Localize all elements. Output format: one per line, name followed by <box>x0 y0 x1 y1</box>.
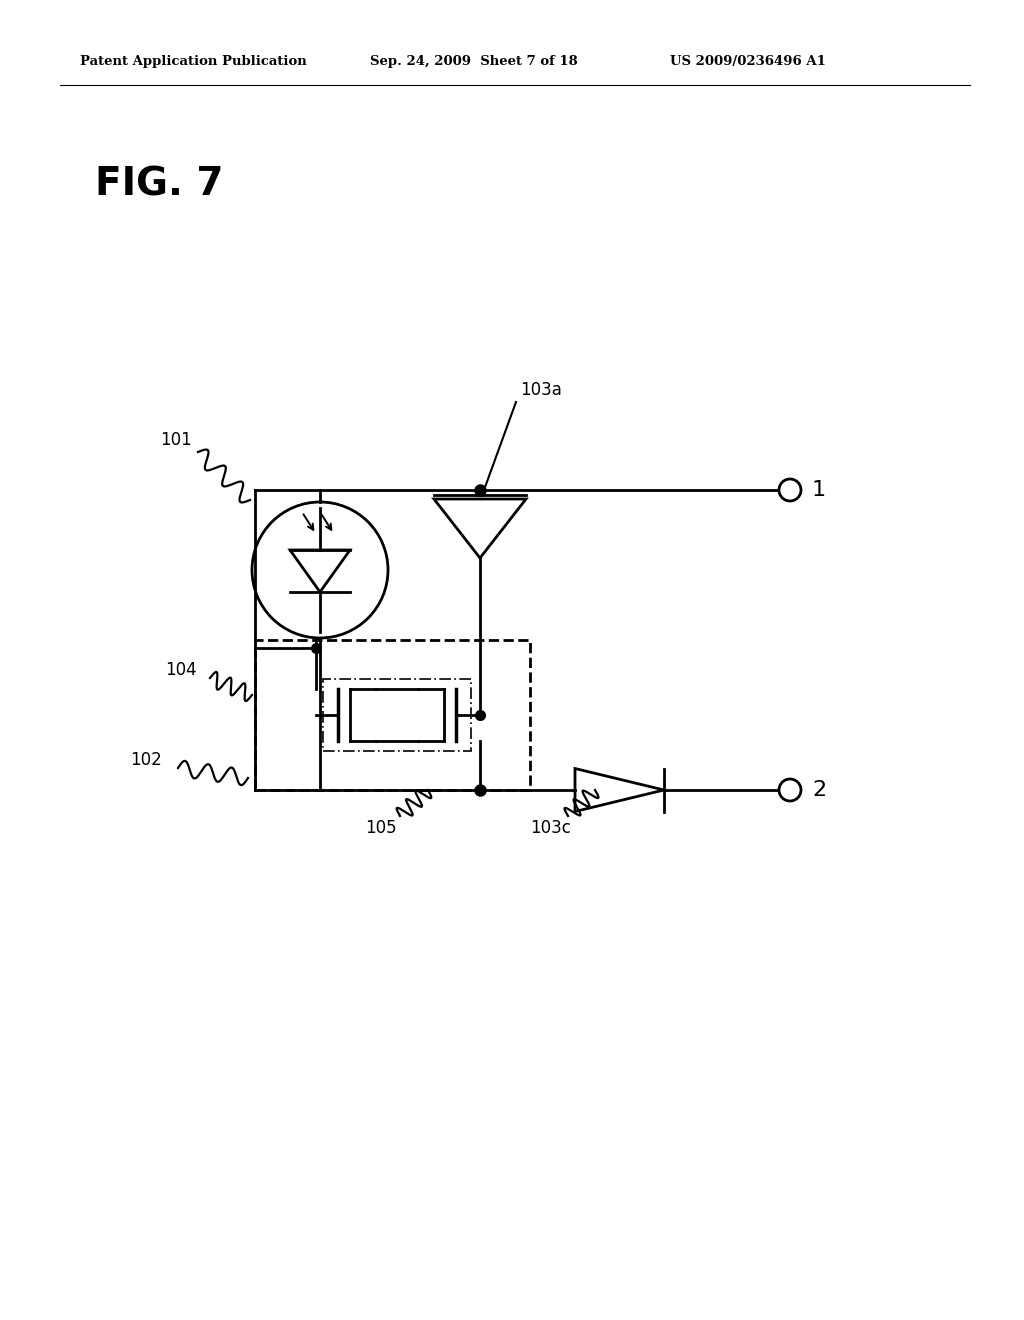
Text: 103c: 103c <box>530 818 570 837</box>
Text: FIG. 7: FIG. 7 <box>95 166 223 205</box>
Text: 104: 104 <box>165 661 197 678</box>
Text: 102: 102 <box>130 751 162 770</box>
Text: 105: 105 <box>365 818 396 837</box>
Text: Patent Application Publication: Patent Application Publication <box>80 55 307 69</box>
Text: 1: 1 <box>812 480 826 500</box>
Text: US 2009/0236496 A1: US 2009/0236496 A1 <box>670 55 826 69</box>
Bar <box>323 678 471 751</box>
Text: 101: 101 <box>160 432 191 449</box>
Text: Sep. 24, 2009  Sheet 7 of 18: Sep. 24, 2009 Sheet 7 of 18 <box>370 55 578 69</box>
Text: 103a: 103a <box>520 381 562 399</box>
Bar <box>255 640 530 789</box>
Text: 2: 2 <box>812 780 826 800</box>
